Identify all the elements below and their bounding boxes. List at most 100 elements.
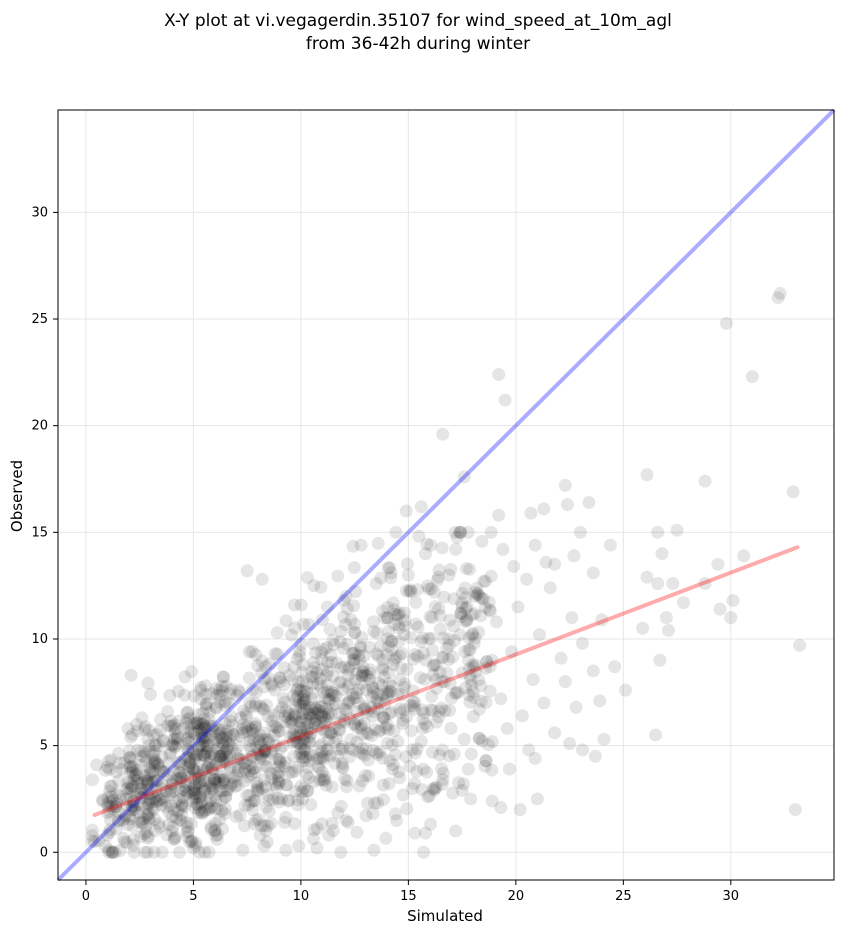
- scatter-point: [179, 737, 193, 751]
- scatter-point: [435, 541, 449, 555]
- scatter-point: [151, 758, 165, 772]
- scatter-point: [788, 803, 802, 817]
- scatter-point: [219, 790, 233, 804]
- scatter-point: [161, 756, 175, 770]
- scatter-point: [386, 658, 400, 672]
- scatter-point: [257, 726, 271, 740]
- scatter-point: [381, 688, 395, 702]
- scatter-point: [322, 828, 336, 842]
- scatter-point: [460, 600, 474, 614]
- scatter-point: [341, 680, 355, 694]
- scatter-point: [385, 679, 399, 693]
- scatter-point: [334, 845, 348, 859]
- scatter-point: [306, 749, 320, 763]
- scatter-point: [333, 707, 347, 721]
- scatter-point: [380, 685, 394, 699]
- scatter-point: [349, 686, 363, 700]
- scatter-point: [173, 793, 187, 807]
- scatter-point: [218, 716, 232, 730]
- scatter-point: [300, 703, 314, 717]
- scatter-point: [260, 835, 274, 849]
- scatter-point: [289, 693, 303, 707]
- scatter-point: [315, 705, 329, 719]
- scatter-point: [123, 809, 137, 823]
- scatter-point: [317, 772, 331, 786]
- scatter-point: [322, 725, 336, 739]
- scatter-point: [496, 542, 510, 556]
- scatter-point: [358, 702, 372, 716]
- scatter-point: [139, 801, 153, 815]
- scatter-point: [194, 769, 208, 783]
- scatter-point: [200, 742, 214, 756]
- scatter-point: [347, 653, 361, 667]
- scatter-point: [213, 759, 227, 773]
- scatter-point: [102, 843, 116, 857]
- scatter-point: [353, 653, 367, 667]
- scatter-point: [382, 777, 396, 791]
- scatter-point: [350, 705, 364, 719]
- scatter-point: [177, 768, 191, 782]
- scatter-point: [251, 659, 265, 673]
- scatter-point: [478, 574, 492, 588]
- scatter-point: [157, 765, 171, 779]
- scatter-point: [196, 748, 210, 762]
- scatter-point: [251, 747, 265, 761]
- scatter-point: [427, 783, 441, 797]
- scatter-point: [300, 768, 314, 782]
- scatter-point: [258, 745, 272, 759]
- scatter-point: [318, 749, 332, 763]
- scatter-point: [455, 586, 469, 600]
- scatter-point: [319, 668, 333, 682]
- scatter-point: [121, 781, 135, 795]
- scatter-point: [392, 618, 406, 632]
- scatter-point: [271, 791, 285, 805]
- scatter-point: [399, 504, 413, 518]
- scatter-point: [321, 685, 335, 699]
- scatter-point: [640, 570, 654, 584]
- scatter-point: [467, 691, 481, 705]
- scatter-point: [386, 758, 400, 772]
- scatter-point: [278, 815, 292, 829]
- scatter-point: [186, 744, 200, 758]
- scatter-point: [485, 653, 499, 667]
- scatter-point: [187, 746, 201, 760]
- scatter-point: [454, 606, 468, 620]
- scatter-point: [171, 804, 185, 818]
- scatter-point: [138, 720, 152, 734]
- scatter-point: [254, 699, 268, 713]
- scatter-point: [119, 798, 133, 812]
- x-tick-label: 10: [293, 889, 310, 904]
- scatter-point: [294, 779, 308, 793]
- scatter-point: [198, 748, 212, 762]
- scatter-point: [258, 818, 272, 832]
- scatter-point: [105, 845, 119, 859]
- scatter-point: [300, 684, 314, 698]
- scatter-point: [127, 799, 141, 813]
- scatter-point: [241, 770, 255, 784]
- scatter-point: [218, 802, 232, 816]
- scatter-point: [308, 702, 322, 716]
- scatter-point: [435, 701, 449, 715]
- scatter-point: [212, 683, 226, 697]
- scatter-point: [164, 714, 178, 728]
- scatter-point: [225, 777, 239, 791]
- scatter-point: [422, 789, 436, 803]
- scatter-point: [193, 789, 207, 803]
- scatter-point: [196, 731, 210, 745]
- scatter-point: [334, 661, 348, 675]
- scatter-point: [387, 724, 401, 738]
- scatter-point: [376, 710, 390, 724]
- scatter-point: [321, 692, 335, 706]
- scatter-point: [234, 752, 248, 766]
- scatter-point: [326, 633, 340, 647]
- scatter-point: [244, 742, 258, 756]
- scatter-point: [318, 691, 332, 705]
- scatter-point: [134, 791, 148, 805]
- scatter-point: [218, 807, 232, 821]
- scatter-point: [429, 780, 443, 794]
- scatter-point: [141, 807, 155, 821]
- scatter-point: [259, 779, 273, 793]
- scatter-point: [253, 828, 267, 842]
- scatter-point: [155, 845, 169, 859]
- scatter-point: [143, 794, 157, 808]
